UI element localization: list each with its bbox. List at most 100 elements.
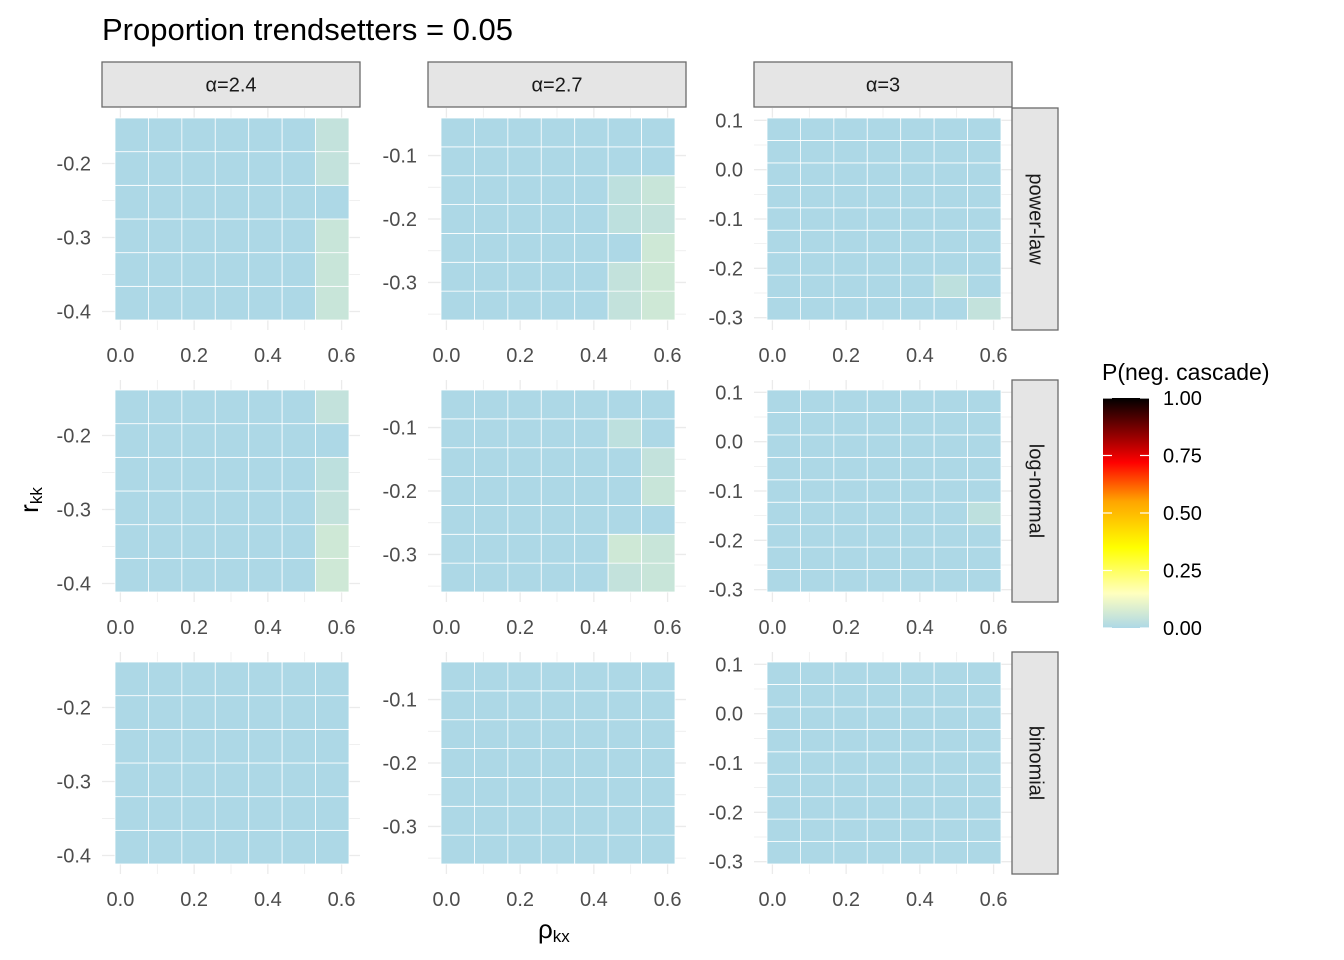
heatmap-cell bbox=[766, 841, 801, 865]
heatmap-cell bbox=[281, 285, 316, 321]
heatmap-cell bbox=[315, 285, 350, 321]
legend: P(neg. cascade) 1.00 0.75 0.50 0.25 0.00 bbox=[1102, 359, 1269, 640]
heatmap-cell bbox=[114, 695, 149, 730]
heatmap-cell bbox=[507, 505, 542, 535]
heatmap-cell bbox=[540, 805, 576, 836]
heatmap-cell bbox=[315, 762, 350, 798]
y-axis-title: rkk bbox=[14, 487, 46, 513]
heatmap-cell bbox=[248, 218, 283, 254]
heatmap-cell bbox=[967, 140, 1002, 164]
heatmap-cell bbox=[148, 184, 183, 220]
heatmap-cell bbox=[474, 505, 509, 535]
heatmap-cell bbox=[507, 261, 542, 292]
x-tick-label: 0.4 bbox=[580, 617, 608, 639]
heatmap-cell bbox=[214, 762, 250, 798]
heatmap-cell bbox=[766, 524, 801, 548]
heatmap-cell bbox=[800, 140, 835, 164]
y-tick-label: -0.1 bbox=[709, 209, 743, 231]
heatmap-cell bbox=[866, 389, 902, 413]
heatmap-cell bbox=[900, 684, 935, 708]
heatmap-cell bbox=[574, 389, 609, 420]
heatmap-cell bbox=[866, 841, 902, 865]
heatmap-cell bbox=[315, 829, 350, 865]
heatmap-cell bbox=[315, 490, 350, 526]
heatmap-cell bbox=[800, 207, 835, 231]
heatmap-cell bbox=[933, 773, 968, 798]
heatmap-cell bbox=[540, 175, 576, 205]
x-tick-label: 0.4 bbox=[580, 889, 608, 911]
row-strip-0: power-law bbox=[1011, 107, 1059, 331]
heatmap-cell bbox=[114, 557, 149, 593]
heatmap-cell bbox=[540, 777, 576, 807]
heatmap-cell bbox=[474, 533, 509, 564]
heatmap-cell bbox=[440, 175, 475, 205]
heatmap-cell bbox=[607, 476, 642, 506]
heatmap-cell bbox=[766, 728, 801, 753]
heatmap-cell bbox=[766, 569, 801, 593]
x-tick-label: 0.6 bbox=[328, 889, 356, 911]
heatmap-cell bbox=[474, 476, 509, 506]
x-tick-label: 0.0 bbox=[759, 345, 787, 367]
heatmap-cell bbox=[866, 773, 902, 798]
heatmap-cell bbox=[148, 796, 183, 831]
heatmap-cell bbox=[900, 569, 935, 593]
heatmap-cell bbox=[933, 162, 968, 186]
heatmap-cell bbox=[574, 562, 609, 593]
heatmap-cell bbox=[507, 117, 542, 148]
heatmap-cell bbox=[641, 447, 676, 477]
x-tick-label: 0.0 bbox=[759, 889, 787, 911]
heatmap-cell bbox=[766, 184, 801, 209]
heatmap-cell bbox=[248, 762, 283, 798]
heatmap-cell bbox=[214, 728, 250, 764]
heatmap-cell bbox=[148, 423, 183, 458]
heatmap-cell bbox=[440, 805, 475, 836]
heatmap-cell bbox=[800, 684, 835, 708]
heatmap-cell bbox=[574, 777, 609, 807]
heatmap-cell bbox=[933, 706, 968, 730]
heatmap-cell bbox=[440, 261, 475, 292]
heatmap-cell bbox=[214, 490, 250, 526]
facet-panel-r1-c2: 0.0 0.2 0.4 0.6 0.1 0.0 -0.1 -0.2 -0.3 bbox=[709, 380, 1012, 639]
facet-panel-r2-c2: 0.0 0.2 0.4 0.6 0.1 0.0 -0.1 -0.2 -0.3 bbox=[709, 652, 1012, 911]
heatmap-cell bbox=[766, 162, 801, 186]
y-tick-label: -0.1 bbox=[709, 481, 743, 503]
heatmap-cell bbox=[866, 661, 902, 685]
heatmap-cell bbox=[800, 546, 835, 570]
x-tick-label: 0.4 bbox=[254, 617, 282, 639]
heatmap-cell bbox=[574, 418, 609, 449]
heatmap-cell bbox=[281, 728, 316, 764]
heatmap-cell bbox=[440, 389, 475, 420]
heatmap-cell bbox=[933, 796, 968, 820]
heatmap-cell bbox=[967, 412, 1002, 436]
heatmap-cell bbox=[766, 140, 801, 164]
heatmap-cell bbox=[248, 456, 283, 492]
heatmap-cell bbox=[540, 476, 576, 506]
heatmap-cell bbox=[641, 719, 676, 749]
heatmap-cell bbox=[474, 389, 509, 420]
heatmap-cell bbox=[474, 805, 509, 836]
heatmap-cell bbox=[607, 505, 642, 535]
heatmap-cell bbox=[248, 829, 283, 865]
y-tick-label: -0.3 bbox=[383, 816, 417, 838]
heatmap-cell bbox=[281, 389, 316, 425]
heatmap-cell bbox=[574, 505, 609, 535]
heatmap-cell bbox=[900, 479, 935, 503]
heatmap-cell bbox=[574, 690, 609, 721]
heatmap-cell bbox=[440, 533, 475, 564]
heatmap-cell bbox=[933, 661, 968, 685]
heatmap-cell bbox=[507, 748, 542, 778]
heatmap-cell bbox=[214, 184, 250, 220]
heatmap-cell bbox=[440, 146, 475, 177]
heatmap-cell bbox=[181, 117, 216, 153]
heatmap-cell bbox=[315, 557, 350, 593]
heatmap-cell bbox=[440, 233, 475, 263]
heatmap-cell bbox=[933, 297, 968, 321]
heatmap-cell bbox=[641, 389, 676, 420]
heatmap-cell bbox=[833, 140, 868, 164]
heatmap-cell bbox=[766, 751, 801, 775]
column-strip-box bbox=[101, 61, 361, 108]
heatmap-cell bbox=[866, 569, 902, 593]
x-axis-title-subscript: kx bbox=[553, 927, 571, 946]
heatmap-cell bbox=[440, 476, 475, 506]
heatmap-cell bbox=[900, 140, 935, 164]
